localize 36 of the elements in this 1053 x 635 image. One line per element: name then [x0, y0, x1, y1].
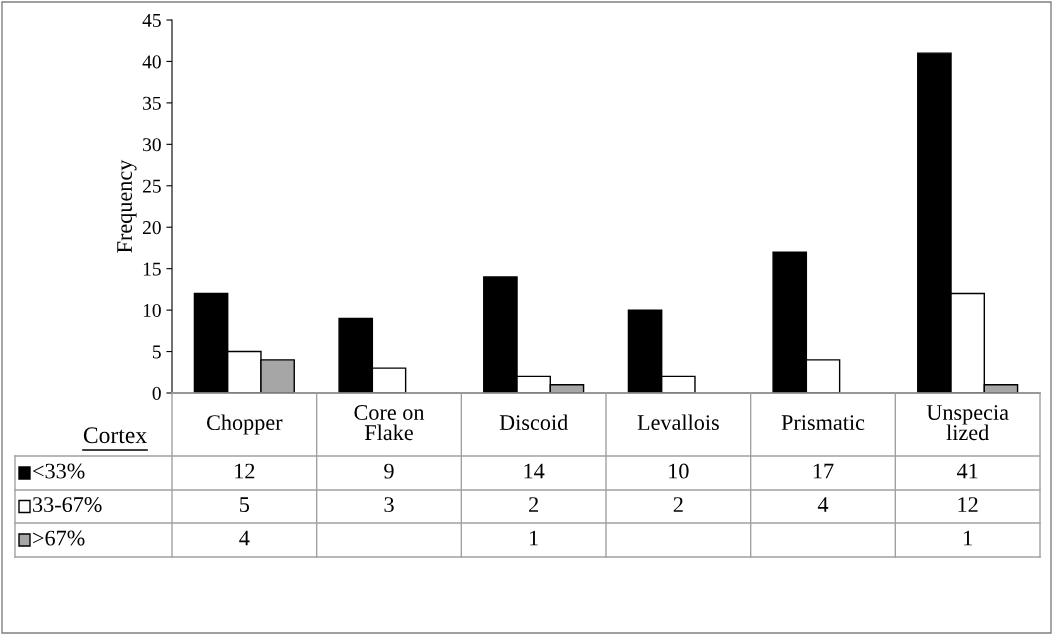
y-tick-label: 35 [143, 96, 161, 110]
x-tick-label: Unspecia lized [926, 405, 1009, 441]
y-axis-title: Frequency [117, 159, 137, 253]
x-tick-label: Chopper [206, 414, 283, 435]
y-tick-label: 20 [142, 221, 161, 235]
data-label: 4 [817, 497, 829, 512]
y-tick-label: 15 [143, 262, 161, 276]
data-label: 41 [956, 463, 978, 479]
y-tick-label: 45 [142, 13, 161, 27]
data-label: 14 [524, 463, 545, 479]
data-label: 1 [964, 530, 972, 546]
y-tick-label: 0 [152, 386, 161, 400]
data-label: 9 [384, 463, 394, 479]
y-tick-label: 30 [143, 138, 161, 152]
legend-label: 33-67% [33, 497, 102, 513]
data-label: 2 [529, 497, 538, 512]
legend-label: >67% [33, 530, 85, 546]
y-tick-label: 5 [152, 345, 161, 359]
y-tick-label: 25 [142, 179, 161, 193]
legend-label: <33% [33, 463, 85, 479]
x-tick-label: Prismatic [781, 415, 865, 431]
y-tick-label: 40 [142, 55, 161, 69]
x-tick-label: Discoid [499, 414, 568, 431]
data-label: 2 [673, 497, 683, 512]
x-tick-label: Levallois [637, 414, 719, 431]
data-label: 17 [813, 463, 834, 479]
data-label: 12 [235, 463, 255, 479]
x-tick-label: Core on Flake [354, 405, 425, 441]
data-label: 3 [384, 497, 394, 513]
legend-title: Cortex [83, 427, 147, 444]
y-tick-label: 10 [143, 303, 161, 318]
data-label: 5 [240, 497, 250, 513]
data-label: 1 [530, 530, 538, 546]
data-label: 10 [669, 463, 689, 479]
data-label: 4 [239, 530, 250, 546]
data-label: 12 [958, 497, 978, 512]
